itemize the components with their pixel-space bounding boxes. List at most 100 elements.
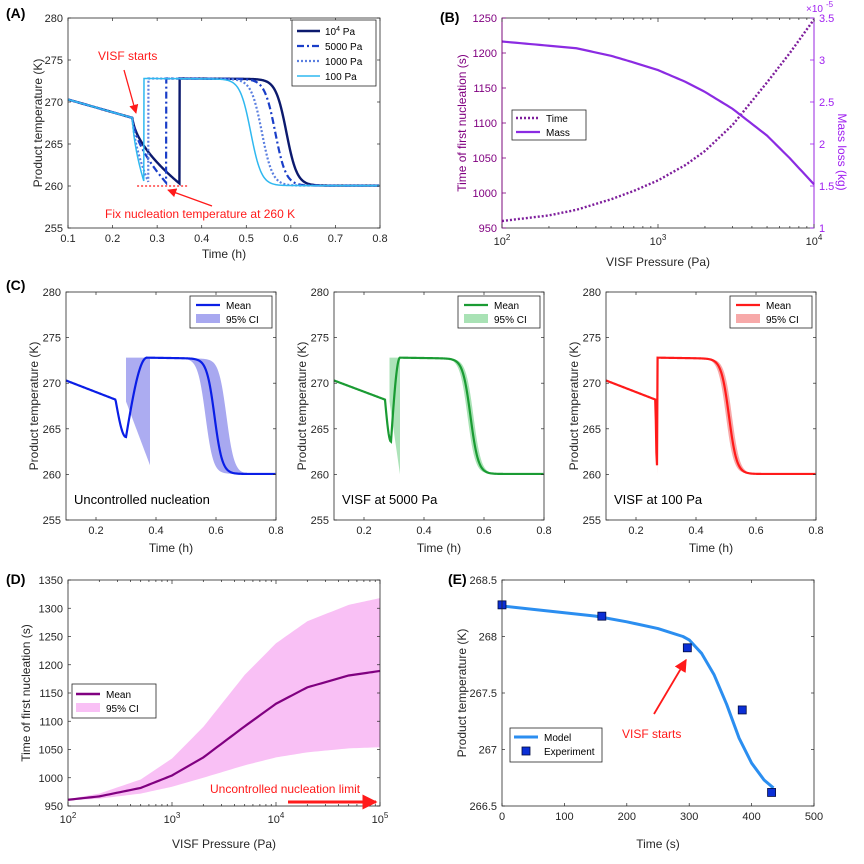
panel-e-legend: Model Experiment bbox=[509, 727, 603, 763]
panel-e-legend-model-label: Model bbox=[544, 733, 571, 744]
panel-a-xlabel: Time (h) bbox=[202, 247, 246, 261]
panel-a-series-line bbox=[67, 77, 380, 187]
panel-c-ytick-label: 280 bbox=[583, 287, 601, 299]
panel-c-ytick-label: 265 bbox=[583, 424, 601, 436]
panel-a-legend: 104 Pa 5000 Pa 1000 Pa 100 Pa bbox=[291, 19, 377, 87]
panel-a-legend-label: 5000 Pa bbox=[325, 42, 363, 53]
panel-a-xtick-label: 0.7 bbox=[328, 233, 343, 245]
panel-d-legend-ci-swatch bbox=[76, 703, 100, 712]
panel-d-ytick-label: 1200 bbox=[39, 660, 63, 672]
panel-c-ytick-label: 255 bbox=[43, 515, 61, 527]
panel-e-ytick-label: 267.5 bbox=[469, 688, 497, 700]
panel-c-xlabel: Time (h) bbox=[149, 541, 193, 555]
panel-c-legend-mean-label: Mean bbox=[226, 301, 251, 312]
panel-c-xlabel: Time (h) bbox=[689, 541, 733, 555]
panel-d-ytick-label: 1350 bbox=[39, 575, 63, 587]
panel-c-legend-ci-swatch bbox=[736, 314, 760, 323]
panel-a-series-line bbox=[67, 77, 380, 187]
panel-c-ytick-label: 275 bbox=[311, 333, 329, 345]
panel-a-xtick-label: 0.6 bbox=[283, 233, 298, 245]
panel-c-caption: VISF at 100 Pa bbox=[614, 492, 703, 507]
panel-a-legend-label: 1000 Pa bbox=[325, 57, 363, 68]
panel-a-series-line bbox=[67, 77, 380, 187]
panel-c-ytick-label: 260 bbox=[311, 469, 329, 481]
panel-e-ylabel: Product temperature (K) bbox=[455, 629, 469, 758]
panel-c-xtick-label: 0.4 bbox=[688, 525, 703, 537]
panel-d-ci-band bbox=[68, 598, 380, 801]
panel-b: (B) 102 103 104 950 1000 1050 1100 1150 1200 1250… bbox=[440, 0, 849, 269]
panel-b-legend-label: Mass bbox=[546, 128, 570, 139]
panel-c-xtick-label: 0.6 bbox=[208, 525, 223, 537]
panel-c-xtick-label: 0.4 bbox=[416, 525, 431, 537]
panel-c-axes-box bbox=[605, 291, 817, 521]
panel-d-mean-line bbox=[67, 669, 381, 801]
panel-c-ytick-label: 270 bbox=[43, 378, 61, 390]
panel-a-ylabel: Product temperature (K) bbox=[31, 59, 45, 188]
panel-d-legend-mean-label: Mean bbox=[106, 690, 131, 701]
panel-b-ytick-label: 950 bbox=[479, 223, 497, 235]
panel-e-xlabel: Time (s) bbox=[636, 837, 680, 851]
panel-e-xtick-label: 200 bbox=[618, 811, 636, 823]
panel-e-xtick-label: 0 bbox=[499, 811, 505, 823]
panel-b-mass-line bbox=[501, 40, 815, 186]
panel-a-ytick-label: 280 bbox=[45, 13, 63, 25]
panel-c-ytick-label: 265 bbox=[43, 424, 61, 436]
panel-e-xtick-label: 100 bbox=[555, 811, 573, 823]
panel-c-ytick-label: 275 bbox=[43, 333, 61, 345]
panel-c-ci-band-thaw bbox=[657, 357, 816, 474]
panel-a-fix-nucleation: Fix nucleation temperature at 260 K bbox=[105, 207, 295, 221]
panel-a-series-line bbox=[67, 77, 380, 187]
panel-c-subplot: 0.2 0.4 0.6 0.8 255 260 265 270 275 280 Time (h) Pr… bbox=[567, 287, 824, 555]
panel-c-ytick-label: 260 bbox=[43, 469, 61, 481]
panel-b-ytick-label: 1050 bbox=[473, 153, 497, 165]
panel-d-ytick-label: 950 bbox=[45, 801, 63, 813]
panel-a-xtick-label: 0.2 bbox=[105, 233, 120, 245]
panel-d-ytick-label: 1300 bbox=[39, 603, 63, 615]
panel-e-model-line bbox=[501, 604, 775, 790]
panel-c-mean-line bbox=[65, 356, 276, 476]
panel-b-xtick-label: 104 bbox=[806, 233, 823, 248]
panel-a-ytick-label: 255 bbox=[45, 223, 63, 235]
panel-a-ytick-label: 260 bbox=[45, 181, 63, 193]
panel-d-xtick-label: 104 bbox=[268, 811, 285, 826]
panel-e-visf-starts: VISF starts bbox=[622, 727, 681, 741]
panel-c-caption: VISF at 5000 Pa bbox=[342, 492, 438, 507]
panel-c-ytick-label: 260 bbox=[583, 469, 601, 481]
panel-e-legend-experiment-label: Experiment bbox=[544, 747, 595, 758]
panel-c-subplot: 0.2 0.4 0.6 0.8 255 260 265 270 275 280 Time (h) Pr… bbox=[27, 287, 284, 555]
panel-a: (A) 0.1 0.2 0.3 0.4 0.5 0.6 0.7 0.8 255 260 265 270… bbox=[6, 5, 388, 261]
panel-c-xlabel: Time (h) bbox=[417, 541, 461, 555]
panel-e-ytick-label: 266.5 bbox=[469, 801, 497, 813]
panel-d-ytick-label: 1150 bbox=[39, 688, 63, 700]
panel-b-xlabel: VISF Pressure (Pa) bbox=[606, 255, 710, 269]
panel-b-xtick-label: 103 bbox=[650, 233, 667, 248]
panel-c-ytick-label: 255 bbox=[311, 515, 329, 527]
panel-c-legend-mean-label: Mean bbox=[494, 301, 519, 312]
panel-c-caption: Uncontrolled nucleation bbox=[74, 492, 210, 507]
panel-c-xtick-label: 0.8 bbox=[808, 525, 823, 537]
panel-c-ci-band-thaw bbox=[400, 357, 544, 474]
panel-c-mean-line bbox=[333, 356, 544, 476]
panel-b-legend: Time Mass bbox=[511, 109, 587, 141]
panel-c-ytick-label: 270 bbox=[311, 378, 329, 390]
panel-c-xtick-label: 0.2 bbox=[628, 525, 643, 537]
panel-c-subplot: 0.2 0.4 0.6 0.8 255 260 265 270 275 280 Time (h) Pr… bbox=[295, 287, 552, 555]
panel-e-ytick-label: 268.5 bbox=[469, 575, 497, 587]
panel-b-y2tick-label: 3.5 bbox=[819, 13, 834, 25]
panel-d-xtick-label: 103 bbox=[164, 811, 181, 826]
panel-a-axes-box bbox=[67, 17, 381, 229]
panel-c-mean-line bbox=[605, 356, 816, 476]
panel-d-label: (D) bbox=[6, 571, 25, 587]
panel-d-ytick-label: 1100 bbox=[39, 716, 63, 728]
panel-c-legend-ci-label: 95% CI bbox=[226, 315, 259, 326]
panel-c-ytick-label: 270 bbox=[583, 378, 601, 390]
panel-d-ytick-label: 1250 bbox=[39, 632, 63, 644]
panel-e-experiment-point bbox=[737, 705, 747, 715]
panel-a-xtick-label: 0.3 bbox=[149, 233, 164, 245]
panel-c-xtick-label: 0.2 bbox=[88, 525, 103, 537]
panel-a-visf-arrow bbox=[123, 69, 139, 114]
panel-c-legend-ci-label: 95% CI bbox=[494, 315, 527, 326]
panel-d-legend-ci-label: 95% CI bbox=[106, 704, 139, 715]
panel-b-time-line bbox=[501, 18, 815, 223]
panel-a-legend-label: 104 Pa bbox=[325, 26, 355, 38]
